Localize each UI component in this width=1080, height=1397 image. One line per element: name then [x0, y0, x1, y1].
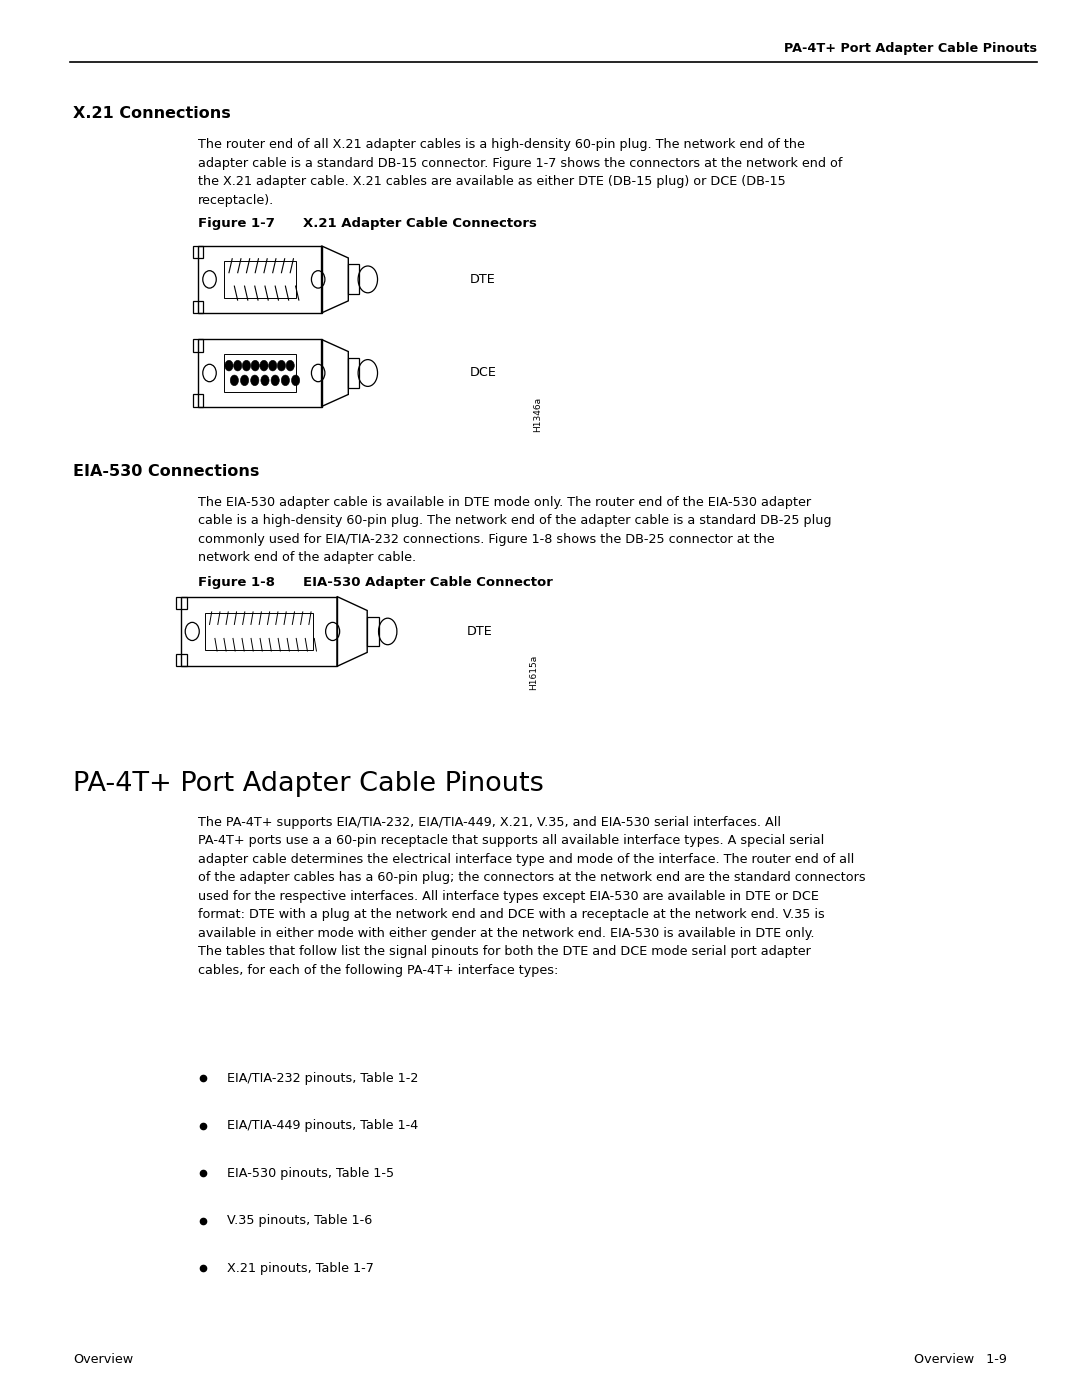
Text: X.21 Adapter Cable Connectors: X.21 Adapter Cable Connectors [303, 217, 538, 229]
Bar [176, 654, 187, 666]
Bar [192, 339, 203, 352]
Text: Overview   1-9: Overview 1-9 [914, 1354, 1007, 1366]
Text: H1346a: H1346a [534, 397, 542, 433]
Text: The router end of all X.21 adapter cables is a high-density 60-pin plug. The net: The router end of all X.21 adapter cable… [198, 138, 842, 207]
Text: DCE: DCE [470, 366, 497, 380]
Text: The PA-4T+ supports EIA/TIA-232, EIA/TIA-449, X.21, V.35, and EIA-530 serial int: The PA-4T+ supports EIA/TIA-232, EIA/TIA… [198, 816, 865, 977]
Circle shape [230, 374, 239, 386]
Circle shape [271, 374, 280, 386]
Bar [348, 264, 360, 295]
Bar [192, 246, 203, 258]
Circle shape [225, 360, 233, 372]
Circle shape [292, 374, 300, 386]
Text: X.21 pinouts, Table 1-7: X.21 pinouts, Table 1-7 [227, 1261, 374, 1275]
Bar [205, 612, 313, 650]
Bar [224, 261, 296, 298]
Circle shape [281, 374, 289, 386]
Bar [224, 355, 296, 391]
Text: EIA-530 pinouts, Table 1-5: EIA-530 pinouts, Table 1-5 [227, 1166, 394, 1180]
Text: EIA/TIA-449 pinouts, Table 1-4: EIA/TIA-449 pinouts, Table 1-4 [227, 1119, 418, 1133]
Circle shape [261, 374, 269, 386]
Circle shape [242, 360, 251, 372]
Text: DTE: DTE [470, 272, 496, 286]
Circle shape [286, 360, 294, 372]
Text: DTE: DTE [467, 624, 492, 638]
Circle shape [278, 360, 285, 372]
Text: The EIA-530 adapter cable is available in DTE mode only. The router end of the E: The EIA-530 adapter cable is available i… [198, 496, 832, 564]
Circle shape [241, 374, 248, 386]
Text: V.35 pinouts, Table 1-6: V.35 pinouts, Table 1-6 [227, 1214, 372, 1228]
Text: EIA/TIA-232 pinouts, Table 1-2: EIA/TIA-232 pinouts, Table 1-2 [227, 1071, 418, 1085]
Text: PA-4T+ Port Adapter Cable Pinouts: PA-4T+ Port Adapter Cable Pinouts [784, 42, 1037, 54]
Text: EIA-530 Connections: EIA-530 Connections [73, 464, 260, 479]
Circle shape [251, 360, 259, 372]
Bar [367, 616, 379, 645]
Bar [198, 246, 322, 313]
Circle shape [233, 360, 242, 372]
Bar [198, 339, 322, 407]
Circle shape [260, 360, 268, 372]
Text: H1615a: H1615a [529, 654, 538, 690]
Bar [192, 300, 203, 313]
Text: X.21 Connections: X.21 Connections [73, 106, 231, 122]
Bar [192, 394, 203, 407]
Text: Figure 1-7: Figure 1-7 [198, 217, 274, 229]
Text: Overview: Overview [73, 1354, 134, 1366]
Bar [176, 597, 187, 609]
Text: EIA-530 Adapter Cable Connector: EIA-530 Adapter Cable Connector [303, 576, 553, 588]
Text: Figure 1-8: Figure 1-8 [198, 576, 274, 588]
Circle shape [269, 360, 276, 372]
Circle shape [251, 374, 259, 386]
Bar [181, 597, 337, 666]
Text: PA-4T+ Port Adapter Cable Pinouts: PA-4T+ Port Adapter Cable Pinouts [73, 771, 544, 798]
Bar [348, 358, 360, 388]
